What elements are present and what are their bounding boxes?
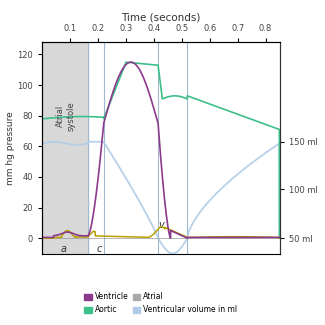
Y-axis label: mm hg pressure: mm hg pressure xyxy=(6,111,15,185)
Text: v: v xyxy=(158,220,164,230)
Text: c: c xyxy=(97,244,102,254)
X-axis label: Time (seconds): Time (seconds) xyxy=(121,12,201,22)
Legend: Ventricle, Aortic, Atrial, Ventricular volume in ml: Ventricle, Aortic, Atrial, Ventricular v… xyxy=(81,289,240,317)
Bar xyxy=(42,42,88,254)
Text: Atrial
systole: Atrial systole xyxy=(56,101,75,131)
Text: a: a xyxy=(60,244,66,254)
